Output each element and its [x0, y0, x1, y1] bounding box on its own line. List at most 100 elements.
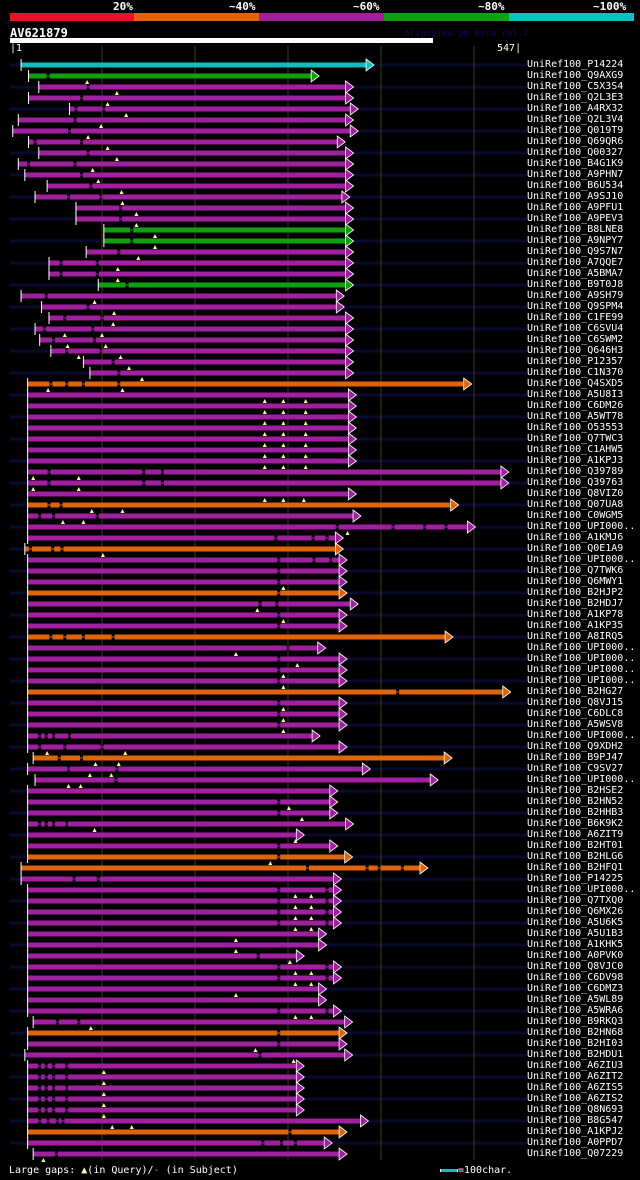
hit-label[interactable]: UniRef100_B2HLG6 [527, 851, 624, 862]
hit-label[interactable]: UniRef100_B2HI03 [527, 1038, 624, 1049]
hit-label[interactable]: UniRef100_Q7TXQ0 [527, 895, 624, 906]
hit-label[interactable]: UniRef100_C0WGM5 [527, 510, 624, 521]
hit-label[interactable]: UniRef100_P14224 [527, 59, 624, 70]
hit-label[interactable]: UniRef100_O53553 [527, 422, 624, 433]
hit-label[interactable]: UniRef100_B8LNE8 [527, 224, 624, 235]
hit-label[interactable]: UniRef100_B4G1K9 [527, 158, 624, 169]
hit-label[interactable]: UniRef100_C6DMZ3 [527, 983, 624, 994]
hit-label[interactable]: UniRef100_Q7TWK6 [527, 565, 624, 576]
hit-label[interactable]: UniRef100_B9T0J8 [527, 279, 624, 290]
hit-label[interactable]: UniRef100_Q9AXG9 [527, 70, 624, 81]
hit-label[interactable]: UniRef100_B2HG27 [527, 686, 624, 697]
hit-label[interactable]: UniRef100_C9SV27 [527, 763, 624, 774]
hit-label[interactable]: UniRef100_UPI000.. [527, 664, 636, 675]
hit-label[interactable]: UniRef100_C6DLC8 [527, 708, 624, 719]
hit-label[interactable]: UniRef100_B9RKQ3 [527, 1016, 624, 1027]
hit-label[interactable]: UniRef100_Q2L3V4 [527, 114, 624, 125]
hit-label[interactable]: UniRef100_Q7TWC3 [527, 433, 624, 444]
hit-label[interactable]: UniRef100_A8IRQ5 [527, 631, 624, 642]
hit-label[interactable]: UniRef100_Q9SPM4 [527, 301, 624, 312]
hit-label[interactable]: UniRef100_Q6MWY1 [527, 576, 624, 587]
hit-label[interactable]: UniRef100_B6K9K2 [527, 818, 624, 829]
hit-label[interactable]: UniRef100_A1KPJ2 [527, 1126, 624, 1137]
hit-label[interactable]: UniRef100_Q8VJC0 [527, 961, 624, 972]
hit-label[interactable]: UniRef100_B6U534 [527, 180, 624, 191]
hit-label[interactable]: UniRef100_Q019T9 [527, 125, 624, 136]
hit-label[interactable]: UniRef100_A1KMJ6 [527, 532, 624, 543]
hit-label[interactable]: UniRef100_C6SVU4 [527, 323, 624, 334]
hit-label[interactable]: UniRef100_A9PEV3 [527, 213, 624, 224]
hit-label[interactable]: UniRef100_A4RX32 [527, 103, 624, 114]
hit-label[interactable]: UniRef100_A0PVK0 [527, 950, 624, 961]
hit-label[interactable]: UniRef100_C6DV98 [527, 972, 624, 983]
hit-label[interactable]: UniRef100_A9SH79 [527, 290, 624, 301]
hit-label[interactable]: UniRef100_A1KHK5 [527, 939, 624, 950]
hit-label[interactable]: UniRef100_A6ZIS2 [527, 1093, 624, 1104]
hit-label[interactable]: UniRef100_A9PFU1 [527, 202, 624, 213]
hit-label[interactable]: UniRef100_Q9XDH2 [527, 741, 624, 752]
hit-label[interactable]: UniRef100_A1KP78 [527, 609, 624, 620]
hit-label[interactable]: UniRef100_UPI000.. [527, 730, 636, 741]
hit-label[interactable]: UniRef100_B2HHB3 [527, 807, 624, 818]
hit-label[interactable]: UniRef100_A9SJ10 [527, 191, 624, 202]
hit-label[interactable]: UniRef100_UPI000.. [527, 884, 636, 895]
hit-label[interactable]: UniRef100_UPI000.. [527, 675, 636, 686]
hit-label[interactable]: UniRef100_A5U8I3 [527, 389, 624, 400]
hit-label[interactable]: UniRef100_Q6MX26 [527, 906, 624, 917]
hit-label[interactable]: UniRef100_Q00327 [527, 147, 624, 158]
hit-label[interactable]: UniRef100_B2HDU1 [527, 1049, 624, 1060]
hit-label[interactable]: UniRef100_A5BMA7 [527, 268, 624, 279]
hit-label[interactable]: UniRef100_A6ZIT9 [527, 829, 624, 840]
hit-label[interactable]: UniRef100_Q39789 [527, 466, 624, 477]
hit-label[interactable]: UniRef100_A1KP35 [527, 620, 624, 631]
hit-label[interactable]: UniRef100_UPI000.. [527, 521, 636, 532]
hit-label[interactable]: UniRef100_A7QQE7 [527, 257, 624, 268]
hit-label[interactable]: UniRef100_C1FE99 [527, 312, 624, 323]
hit-label[interactable]: UniRef100_A6ZIT2 [527, 1071, 624, 1082]
hit-label[interactable]: UniRef100_Q2L3E3 [527, 92, 624, 103]
hit-label[interactable]: UniRef100_A5U6K5 [527, 917, 624, 928]
hit-label[interactable]: UniRef100_Q39763 [527, 477, 624, 488]
hit-label[interactable]: UniRef100_A6ZIS5 [527, 1082, 624, 1093]
hit-label[interactable]: UniRef100_Q4SXD5 [527, 378, 624, 389]
hit-label[interactable]: UniRef100_A5WSV8 [527, 719, 624, 730]
hit-label[interactable]: UniRef100_C1AHW5 [527, 444, 624, 455]
hit-label[interactable]: UniRef100_C5X3S4 [527, 81, 624, 92]
hit-label[interactable]: UniRef100_UPI000.. [527, 642, 636, 653]
hit-label[interactable]: UniRef100_Q8N693 [527, 1104, 624, 1115]
hit-label[interactable]: UniRef100_A5U1B3 [527, 928, 624, 939]
hit-label[interactable]: UniRef100_UPI000.. [527, 554, 636, 565]
hit-label[interactable]: UniRef100_A0PPD7 [527, 1137, 624, 1148]
hit-label[interactable]: UniRef100_A5WT78 [527, 411, 624, 422]
hit-label[interactable]: UniRef100_Q0E1A9 [527, 543, 624, 554]
hit-label[interactable]: UniRef100_Q69QR6 [527, 136, 624, 147]
hit-label[interactable]: UniRef100_P14225 [527, 873, 624, 884]
hit-label[interactable]: UniRef100_A9PHN7 [527, 169, 624, 180]
hit-label[interactable]: UniRef100_Q07229 [527, 1148, 624, 1159]
hit-label[interactable]: UniRef100_Q8VIZ0 [527, 488, 624, 499]
hit-label[interactable]: UniRef100_B2HJP2 [527, 587, 624, 598]
hit-label[interactable]: UniRef100_A5WRA6 [527, 1005, 624, 1016]
hit-label[interactable]: UniRef100_C6DM26 [527, 400, 624, 411]
hit-label[interactable]: UniRef100_B2HN68 [527, 1027, 624, 1038]
hit-label[interactable]: UniRef100_B2HDJ7 [527, 598, 624, 609]
hit-label[interactable]: UniRef100_A1KPJ3 [527, 455, 624, 466]
hit-label[interactable]: UniRef100_Q9S7N7 [527, 246, 624, 257]
hit-label[interactable]: UniRef100_B2HN52 [527, 796, 624, 807]
hit-label[interactable]: UniRef100_C1N370 [527, 367, 624, 378]
hit-label[interactable]: UniRef100_Q07UA8 [527, 499, 624, 510]
hit-label[interactable]: UniRef100_UPI000.. [527, 653, 636, 664]
hit-label[interactable]: UniRef100_A6ZIU3 [527, 1060, 624, 1071]
hit-label[interactable]: UniRef100_P12357 [527, 356, 624, 367]
hit-label[interactable]: UniRef100_Q8VJ15 [527, 697, 624, 708]
hit-label[interactable]: UniRef100_UPI000.. [527, 774, 636, 785]
hit-label[interactable]: UniRef100_A5WL89 [527, 994, 624, 1005]
hit-label[interactable]: UniRef100_B2HT01 [527, 840, 624, 851]
hit-label[interactable]: UniRef100_B8G547 [527, 1115, 624, 1126]
hit-label[interactable]: UniRef100_C6SWM2 [527, 334, 624, 345]
hit-label[interactable]: UniRef100_B2HSE2 [527, 785, 624, 796]
hit-label[interactable]: UniRef100_A9NPY7 [527, 235, 624, 246]
hit-label[interactable]: UniRef100_Q646H3 [527, 345, 624, 356]
hit-label[interactable]: UniRef100_B2HFQ1 [527, 862, 624, 873]
hit-label[interactable]: UniRef100_B9PJ47 [527, 752, 624, 763]
